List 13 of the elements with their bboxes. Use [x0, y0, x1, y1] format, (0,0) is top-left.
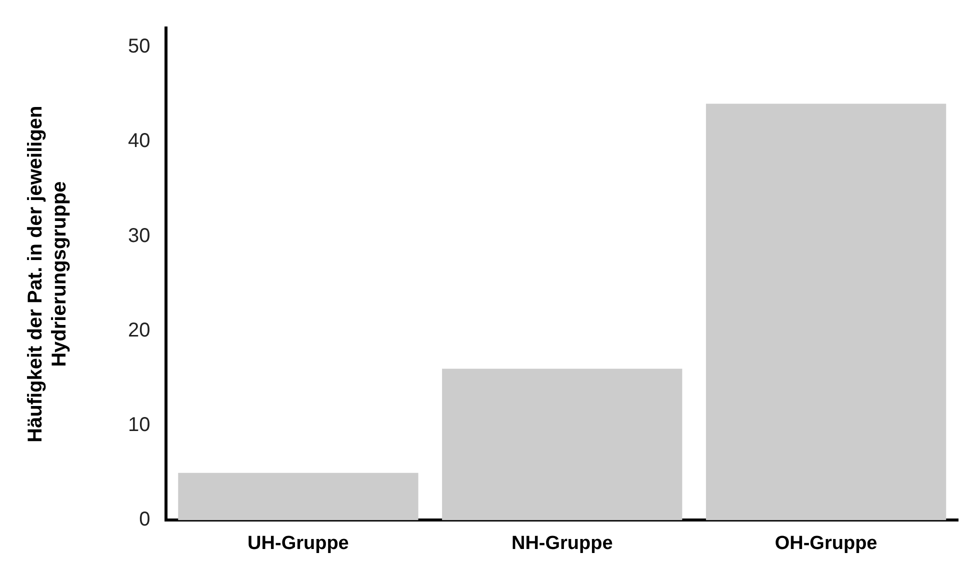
bar	[442, 368, 682, 520]
y-tick-label: 20	[128, 319, 150, 342]
bar	[706, 104, 946, 520]
y-tick-label: 40	[128, 130, 150, 152]
x-tick-label: NH-Gruppe	[511, 532, 613, 554]
x-tick-label: UH-Gruppe	[248, 532, 349, 554]
x-tick-label: OH-Gruppe	[774, 532, 878, 554]
y-tick-label: 0	[139, 508, 150, 531]
y-tick-label: 10	[128, 414, 150, 436]
bar	[178, 472, 418, 520]
y-axis-title: Häufigkeit der Pat. in der jeweiligen Hydrierungsgruppe	[24, 106, 71, 442]
y-tick-label: 30	[128, 224, 150, 247]
y-tick-label: 50	[128, 35, 150, 58]
